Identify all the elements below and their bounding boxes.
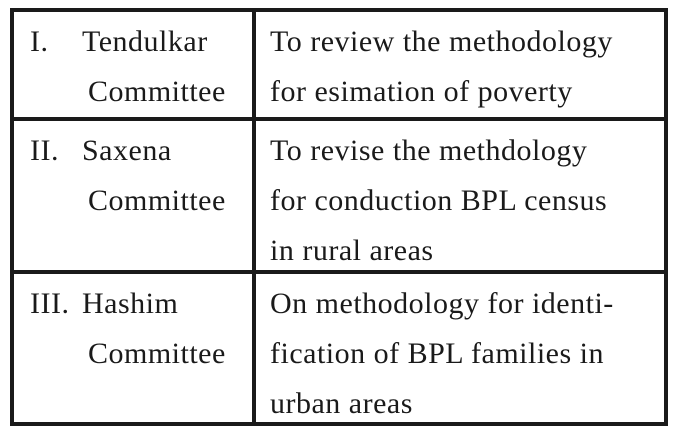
purpose-line: for esimation of poverty (270, 75, 573, 108)
row-numeral: I. (30, 25, 49, 58)
purpose-line: On methodology for identi- (270, 287, 614, 320)
committee-name: Saxena (82, 134, 172, 167)
committee-line: II. Saxena (14, 134, 252, 184)
committee-line: I. Tendulkar (14, 25, 252, 75)
committee-suffix: Committee (88, 184, 226, 217)
row-numeral: III. (30, 287, 70, 320)
committee-table: I. Tendulkar Committee To review the meth… (10, 8, 668, 426)
purpose-line: To revise the methdology (270, 134, 588, 167)
committee-line: III. Hashim (14, 287, 252, 337)
purpose-line: To review the methodology (270, 25, 613, 58)
committee-suffix: Committee (88, 75, 226, 108)
committee-cell-3: III. Hashim Committee (14, 274, 256, 422)
committee-cell-2: II. Saxena Committee (14, 121, 256, 274)
committee-name: Hashim (82, 287, 179, 320)
purpose-line: for conduction BPL census (270, 184, 608, 217)
purpose-cell-2: To revise the methdology for conduction … (256, 121, 664, 274)
purpose-line: fication of BPL families in (270, 337, 604, 370)
row-numeral: II. (30, 134, 59, 167)
purpose-cell-3: On methodology for identi- fication of B… (256, 274, 664, 422)
committee-cell-1: I. Tendulkar Committee (14, 12, 256, 121)
purpose-cell-1: To review the methodology for esimation … (256, 12, 664, 121)
committee-name: Tendulkar (82, 25, 208, 58)
committee-suffix: Committee (88, 337, 226, 370)
purpose-line: in rural areas (270, 234, 434, 267)
purpose-line: urban areas (270, 387, 413, 420)
